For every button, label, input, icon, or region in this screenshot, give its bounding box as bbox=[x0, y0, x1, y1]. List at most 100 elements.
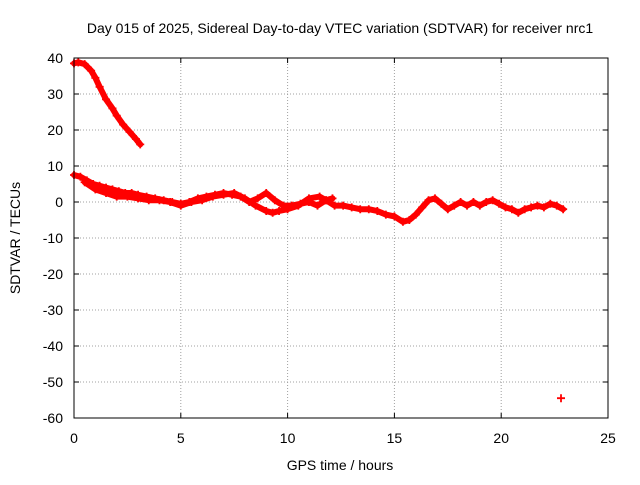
series-secondary-band bbox=[80, 178, 337, 217]
data-point bbox=[405, 216, 414, 224]
data-point bbox=[123, 192, 132, 201]
data-point bbox=[437, 199, 446, 208]
data-point bbox=[328, 194, 337, 203]
data-point bbox=[134, 194, 143, 203]
data-point bbox=[74, 58, 83, 67]
y-axis-label: SDTVAR / TECUs bbox=[7, 182, 23, 294]
data-point bbox=[373, 207, 382, 215]
data-point bbox=[112, 192, 121, 201]
y-tick-label: -40 bbox=[43, 338, 63, 354]
x-tick-label: 15 bbox=[387, 430, 403, 446]
data-point bbox=[262, 207, 271, 215]
data-point bbox=[463, 201, 472, 210]
data-point bbox=[76, 172, 85, 181]
x-tick-label: 25 bbox=[600, 430, 616, 446]
data-point bbox=[443, 205, 452, 214]
data-point bbox=[268, 208, 277, 217]
y-tick-label: 20 bbox=[47, 122, 63, 138]
data-point bbox=[80, 178, 89, 187]
data-point bbox=[347, 203, 356, 212]
y-tick-label: 10 bbox=[47, 158, 63, 174]
data-point bbox=[176, 201, 185, 210]
y-tick-label: 40 bbox=[47, 50, 63, 66]
data-point bbox=[262, 189, 271, 197]
y-tick-label: -20 bbox=[43, 266, 63, 282]
data-point bbox=[283, 205, 292, 214]
data-point bbox=[322, 196, 331, 205]
data-point bbox=[315, 192, 324, 201]
x-axis-label: GPS time / hours bbox=[287, 457, 394, 473]
data-point bbox=[390, 212, 399, 221]
data-point bbox=[533, 201, 542, 210]
data-point bbox=[80, 60, 89, 69]
y-tick-label: -30 bbox=[43, 302, 63, 318]
data-point bbox=[507, 205, 516, 214]
data-point bbox=[294, 201, 303, 210]
data-point bbox=[552, 201, 561, 210]
data-point bbox=[501, 203, 510, 212]
x-tick-label: 20 bbox=[493, 430, 509, 446]
data-point bbox=[495, 199, 504, 208]
data-point bbox=[313, 201, 322, 210]
y-tick-label: 0 bbox=[55, 194, 63, 210]
data-point bbox=[430, 194, 439, 203]
data-point bbox=[131, 135, 140, 143]
data-point bbox=[520, 205, 529, 214]
data-point bbox=[91, 185, 100, 194]
data-point bbox=[546, 199, 555, 208]
data-point bbox=[87, 66, 96, 75]
data-point bbox=[108, 104, 117, 113]
data-point bbox=[112, 111, 121, 120]
tick-group: 0 5 10 15 20 25 40 30 20 10 0 -10 -20 -30 -40 -50 -60 bbox=[43, 50, 616, 446]
data-point bbox=[398, 217, 407, 226]
data-point bbox=[219, 190, 228, 199]
data-point bbox=[95, 82, 104, 91]
data-point bbox=[270, 196, 279, 205]
data-point bbox=[102, 189, 111, 197]
data-point bbox=[155, 196, 164, 205]
data-point bbox=[330, 201, 339, 210]
data-point bbox=[144, 196, 153, 205]
data-point bbox=[304, 194, 313, 203]
data-point bbox=[381, 210, 390, 219]
data-point bbox=[450, 201, 459, 210]
data-point bbox=[469, 198, 478, 206]
data-point bbox=[539, 203, 548, 212]
y-tick-label: -50 bbox=[43, 374, 63, 390]
data-point bbox=[102, 95, 111, 104]
data-point bbox=[240, 194, 249, 203]
series-group bbox=[70, 58, 568, 403]
data-point bbox=[339, 201, 348, 210]
y-tick-label: -60 bbox=[43, 410, 63, 426]
data-point bbox=[125, 127, 134, 136]
data-point bbox=[251, 201, 260, 210]
data-point bbox=[208, 192, 217, 201]
y-tick-label: -10 bbox=[43, 230, 63, 246]
series-high-arc bbox=[70, 58, 145, 149]
data-point bbox=[418, 203, 427, 212]
data-point bbox=[424, 196, 433, 205]
data-point bbox=[559, 205, 568, 214]
data-point bbox=[527, 203, 536, 212]
y-tick-label: 30 bbox=[47, 86, 63, 102]
data-point bbox=[275, 207, 284, 215]
data-point bbox=[411, 210, 420, 219]
data-point bbox=[136, 140, 145, 149]
x-tick-label: 5 bbox=[177, 430, 185, 446]
data-point bbox=[230, 189, 239, 197]
data-point bbox=[475, 201, 484, 210]
data-point bbox=[488, 196, 497, 205]
x-tick-label: 10 bbox=[280, 430, 296, 446]
data-point bbox=[198, 196, 207, 205]
data-point bbox=[514, 208, 523, 217]
series-line bbox=[81, 179, 336, 216]
data-point bbox=[364, 205, 373, 214]
data-point bbox=[482, 198, 491, 206]
grid bbox=[74, 58, 608, 418]
data-point bbox=[91, 73, 100, 82]
data-point bbox=[119, 120, 128, 129]
chart-title: Day 015 of 2025, Sidereal Day-to-day VTE… bbox=[87, 20, 593, 36]
data-point bbox=[166, 198, 175, 206]
